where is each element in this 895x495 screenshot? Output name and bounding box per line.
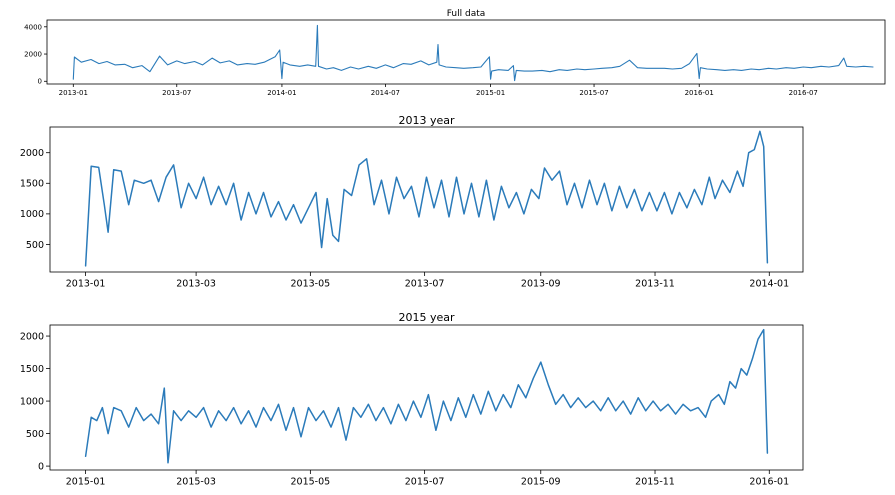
x-tick-label: 2013-07 [405, 279, 445, 290]
x-tick-label: 2016-01 [685, 89, 714, 97]
x-tick-label: 2015-09 [521, 477, 561, 488]
y-tick-label: 2000 [24, 50, 42, 58]
chart-title: Full data [447, 9, 486, 19]
chart-title: 2015 year [398, 311, 455, 324]
y-tick-label: 1000 [20, 209, 44, 220]
x-tick-label: 2013-07 [162, 89, 191, 97]
y-tick-label: 1500 [20, 364, 44, 375]
y-tick-label: 1000 [20, 396, 44, 407]
x-tick-label: 2015-01 [66, 477, 106, 488]
x-tick-label: 2013-05 [291, 279, 331, 290]
y-tick-label: 1500 [20, 179, 44, 190]
plot-frame [49, 324, 804, 471]
chart-title: 2013 year [398, 114, 455, 127]
y-tick-label: 4000 [24, 23, 42, 31]
series-line-1 [84, 130, 769, 267]
chart-panel-2: 2013 year 2013-01 2013-03 2013-05 2013-07 201… [20, 114, 804, 290]
y-tick-label: 500 [26, 429, 44, 440]
x-tick-label: 2015-03 [176, 477, 216, 488]
plot-frame [46, 19, 886, 85]
y-tick-label: 2000 [20, 148, 44, 159]
y-tick-label: 0 [38, 78, 42, 86]
x-tick-label: 2015-01 [476, 89, 505, 97]
x-tick-label: 2014-01 [749, 279, 789, 290]
x-tick-label: 2016-07 [789, 89, 818, 97]
x-tick-label: 2015-07 [579, 89, 608, 97]
plot-frame [49, 126, 804, 273]
chart-panel-1: Full data 2013-01 2013-07 2014-01 2014-07 201… [24, 9, 886, 97]
x-tick-label: 2015-07 [405, 477, 445, 488]
x-tick-label: 2013-01 [66, 279, 106, 290]
y-tick-label: 500 [26, 240, 44, 251]
x-tick-label: 2013-11 [635, 279, 675, 290]
series-line-1 [72, 24, 874, 82]
x-tick-label: 2015-05 [291, 477, 331, 488]
y-tick-label: 2000 [20, 331, 44, 342]
x-tick-label: 2013-03 [176, 279, 216, 290]
x-tick-label: 2016-01 [749, 477, 789, 488]
x-tick-label: 2014-01 [267, 89, 296, 97]
x-tick-label: 2014-07 [371, 89, 400, 97]
chart-panel-3: 2015 year 2015-01 2015-03 2015-05 2015-07 201… [20, 311, 804, 488]
x-tick-label: 2013-01 [59, 89, 88, 97]
y-tick-label: 0 [38, 461, 44, 472]
x-tick-label: 2013-09 [521, 279, 561, 290]
series-line-1 [84, 328, 769, 464]
x-tick-label: 2015-11 [635, 477, 675, 488]
